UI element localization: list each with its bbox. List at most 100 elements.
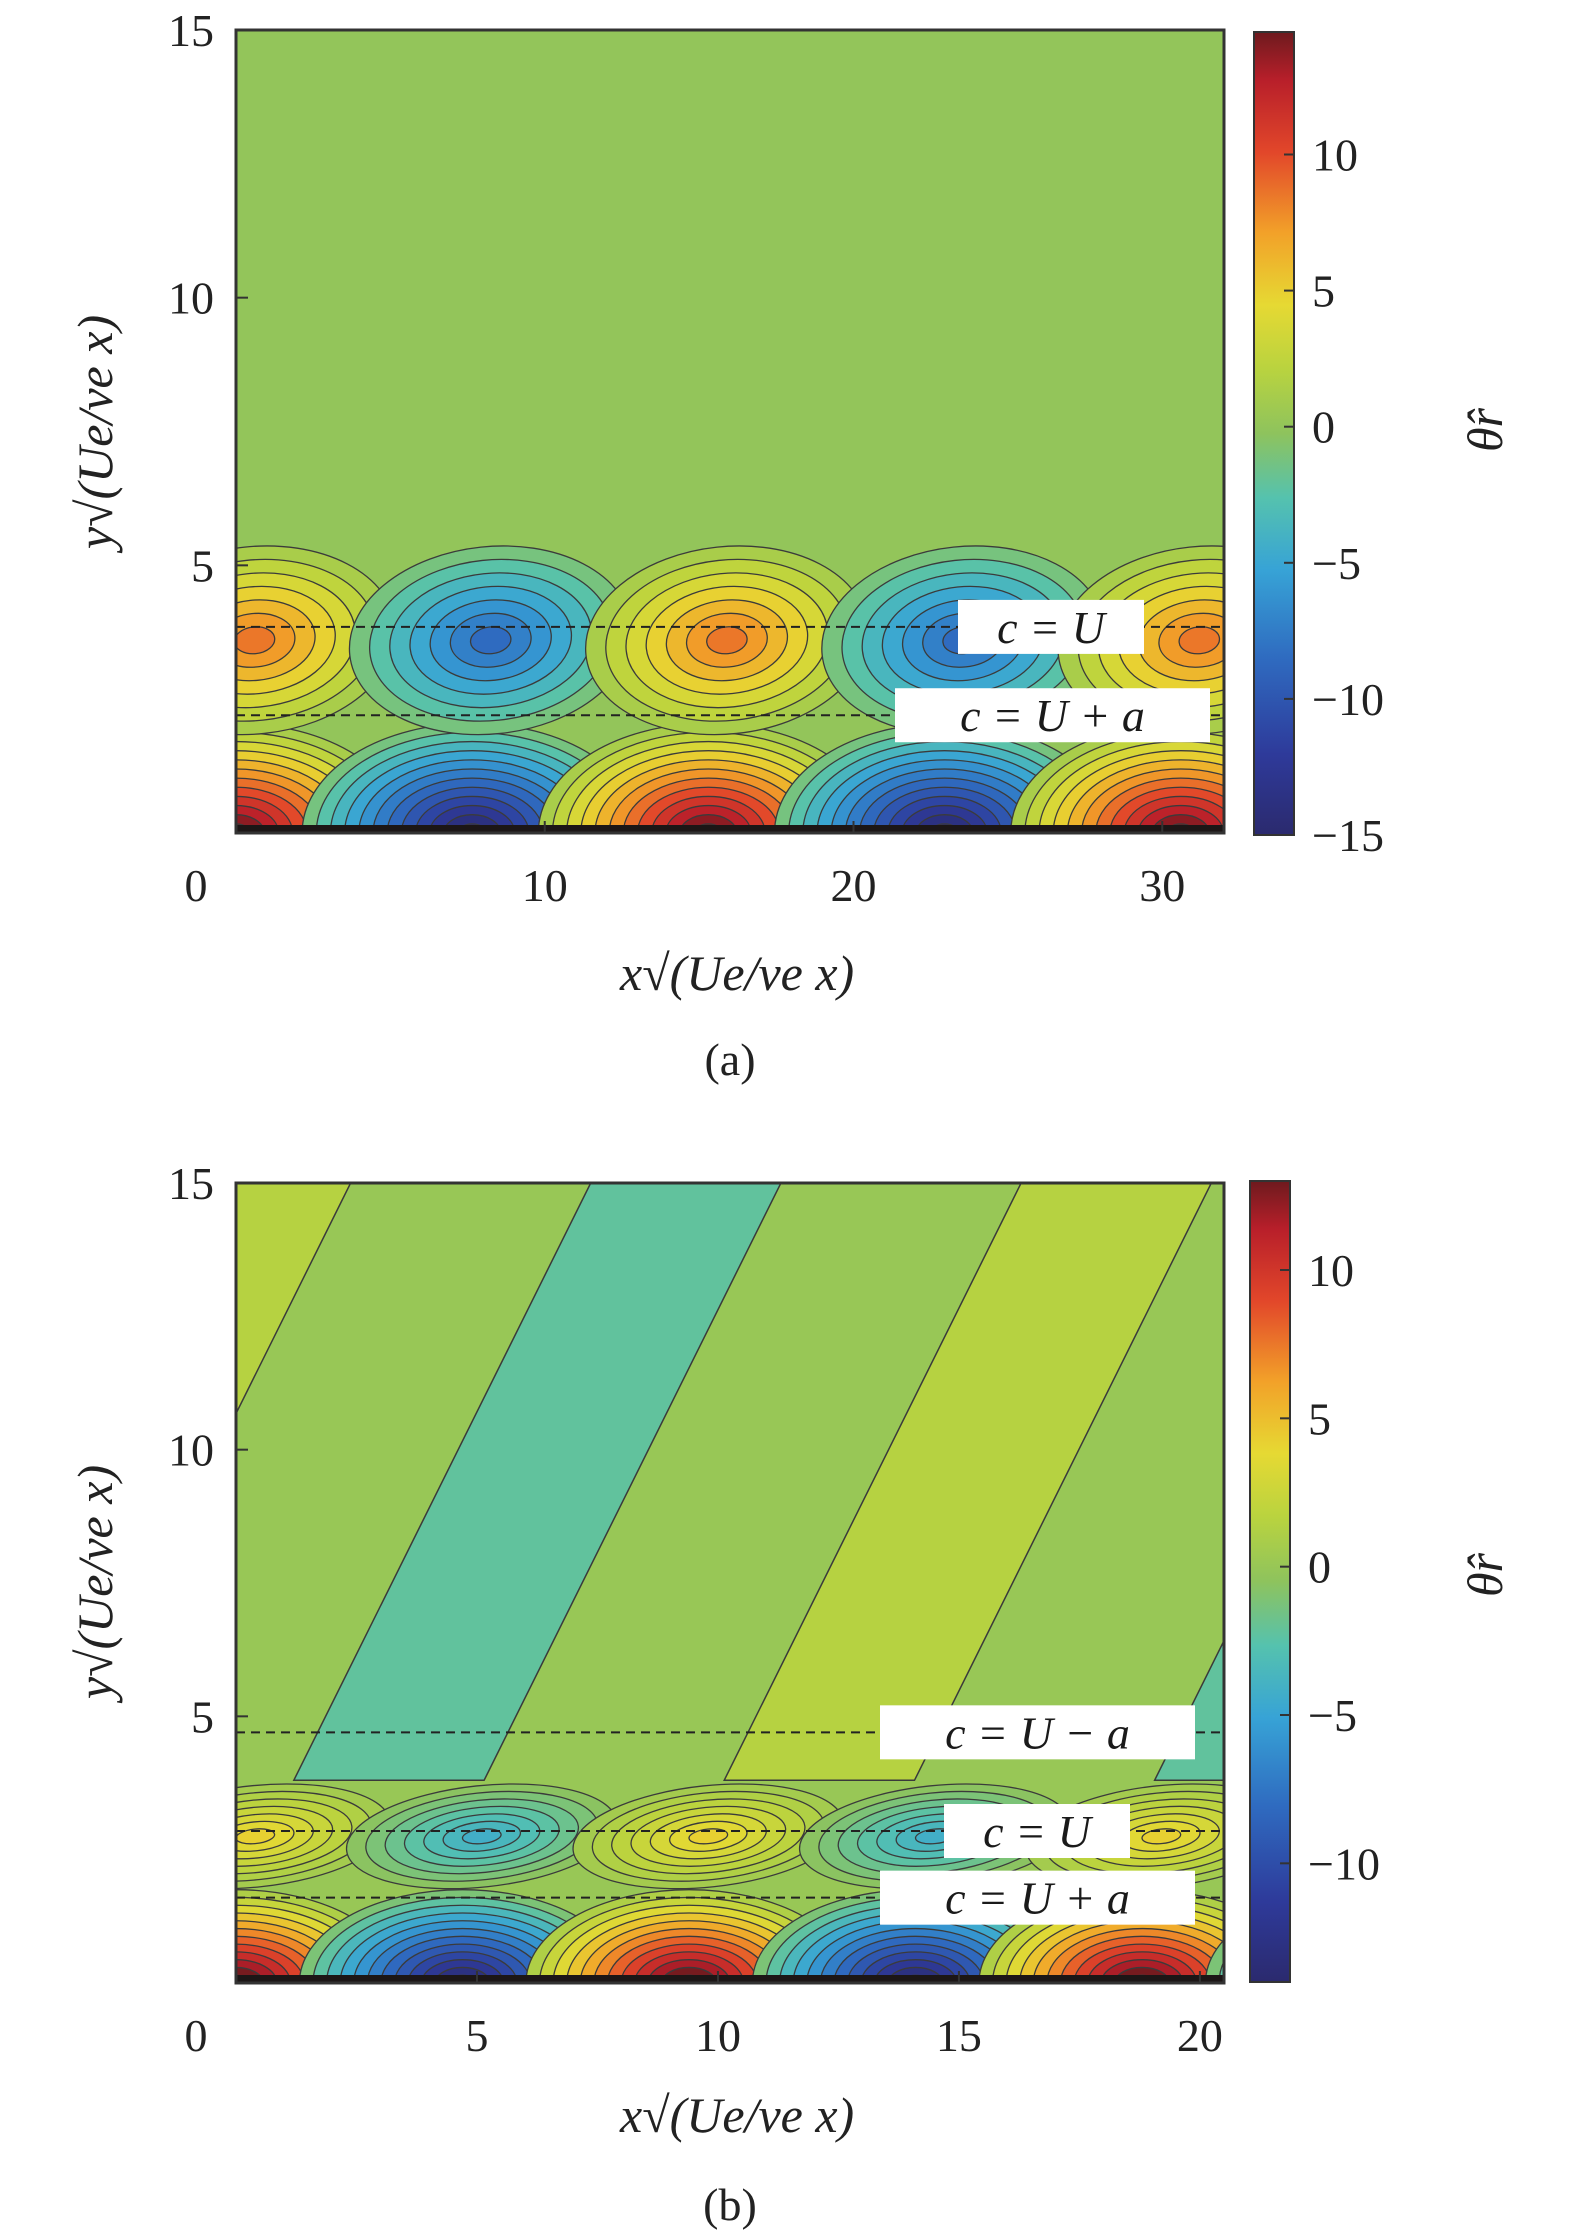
wall-contour-lobe [1328,1960,1410,2007]
wall-boundary [236,1975,1224,1983]
panel-b-contour-lines [236,1183,1224,1782]
wall-contour-lobe [1511,742,1575,925]
wall-boundary [236,825,1224,833]
critical-layer-lobe [1564,563,1575,717]
colorbar-tick-label: 5 [1312,266,1335,317]
colorbar-tick-label: −10 [1308,1838,1380,1889]
wall-contour-lobe [1247,723,1575,942]
critical-layer-lobe [1521,532,1575,748]
colorbar-tick-label: −5 [1308,1690,1357,1741]
critical-layer-lobe [0,548,148,733]
wall-contour-lobe [1568,778,1575,888]
critical-layer-lobe [1494,1781,1575,1892]
critical-layer-lobe [1534,1799,1575,1873]
wall-contour-lobe [1526,751,1575,916]
critical-layer-lobe [0,1781,149,1892]
critical-layer-lobe [0,532,169,748]
critical-layer-lobe [461,1828,502,1845]
critical-layer-lobe [1514,1790,1575,1882]
critical-layer-lobe [0,1818,69,1855]
critical-line-label-box [880,1870,1195,1925]
critical-line-label: c = U − a [945,1707,1130,1758]
acoustic-band [293,1183,781,1781]
critical-layer-lobe [0,563,126,717]
panel-b: c = U − a c = U c = U + a 0 5 10 15 20 5 10 15 x√… [0,1158,1575,2230]
critical-layer-lobe [1141,1828,1182,1845]
panel-a-colorbar [1253,31,1295,836]
wall-contour-lobe [0,815,28,852]
critical-layer-lobe [0,1772,169,1901]
wall-contour-lobe [1446,1897,1575,2068]
wall-contour-lobe [0,778,85,888]
wall-contour-lobe [0,796,56,869]
critical-layer-lobe [9,1827,49,1845]
critical-layer-lobe [0,625,40,656]
panel-b-colorbar-label: θ̂r [1457,1552,1513,1597]
wall-contour-lobe [1341,1967,1395,1998]
panel-b-x-axis-label: x√(Ue/νe x) [619,2087,854,2143]
wall-contour-lobe [1527,1944,1575,2022]
x-tick-label: 30 [1139,860,1185,911]
x-tick-label: 20 [1177,2010,1223,2061]
wall-contour-lobe [1500,1929,1575,2038]
critical-layer-lobe [1392,609,1478,671]
colorbar-tick-label: 5 [1308,1393,1331,1444]
panel-b-colorbar [1249,1180,1291,1983]
wall-contour-lobe [0,742,142,925]
wall-contour-lobe [0,751,127,916]
critical-line-label: c = U [983,1806,1093,1857]
critical-layer-lobe [0,594,83,687]
wall-contour-lobe [0,1960,50,2007]
panel-b-y-axis-label: y√(Ue/νe x) [67,1465,123,1704]
wall-contour-lobe [1403,824,1431,842]
colorbar-tick-label: −10 [1312,674,1384,725]
wall-contour-lobe [1287,1936,1450,2029]
y-tick-label: 10 [168,273,214,324]
colorbar-tick-label: −15 [1312,810,1384,861]
wall-contour-lobe [1473,1913,1575,2053]
x-tick-label: 0 [185,860,208,911]
wall-contour-lobe [0,1929,105,2038]
acoustic-contour [722,1183,1213,1782]
wall-contour-lobe [1389,815,1446,852]
wall-contour-lobe [0,760,113,906]
wall-contour-lobe [1554,1960,1575,2007]
wall-contour-lobe [1486,1921,1575,2045]
panel-b-caption: (b) [703,2179,757,2230]
wall-contour-lobe [0,1905,145,2061]
critical-layer-lobe [0,609,61,671]
wall-contour-lobe [1273,1929,1463,2038]
wall-contour-lobe [1554,769,1575,897]
colorbar-tick-label: 0 [1308,1542,1331,1593]
critical-layer-lobe [0,579,104,702]
panel-b-plot-frame [234,1181,1226,1985]
critical-layer-lobe [1371,594,1500,687]
wall-contour-lobe [1301,1944,1437,2022]
critical-line-label-box [895,688,1210,743]
panel-b-critical-lines: c = U − a c = U c = U + a [236,1705,1224,1925]
critical-layer-lobe [1414,625,1457,656]
wall-contour-lobe [1355,1975,1382,1991]
critical-line-label: c = U [997,602,1107,653]
x-tick-label: 0 [185,2010,208,2061]
wall-contour-lobe [0,1897,159,2068]
critical-line-label-box [944,1804,1130,1858]
acoustic-band [724,1183,1212,1781]
wall-contour-lobe [1540,760,1575,906]
critical-line-label-box [958,599,1144,654]
panel-a-plot-frame [234,28,1226,835]
acoustic-contour [292,1183,782,1782]
critical-layer-lobe [0,1809,89,1864]
panel-a-y-axis-label: y√(Ue/νe x) [67,315,123,554]
x-tick-label: 15 [936,2010,982,2061]
critical-layer-lobe [236,1828,276,1845]
wall-contour-lobe [1541,1952,1575,2014]
wall-contour-lobe [0,806,42,861]
x-tick-label: 10 [695,2010,741,2061]
wall-contour-lobe [1514,1936,1575,2029]
y-tick-label: 10 [168,1425,214,1476]
svg-text:x√(Ue/νe x): x√(Ue/νe x) [619,945,854,1001]
colorbar-tick-label: −5 [1312,538,1361,589]
